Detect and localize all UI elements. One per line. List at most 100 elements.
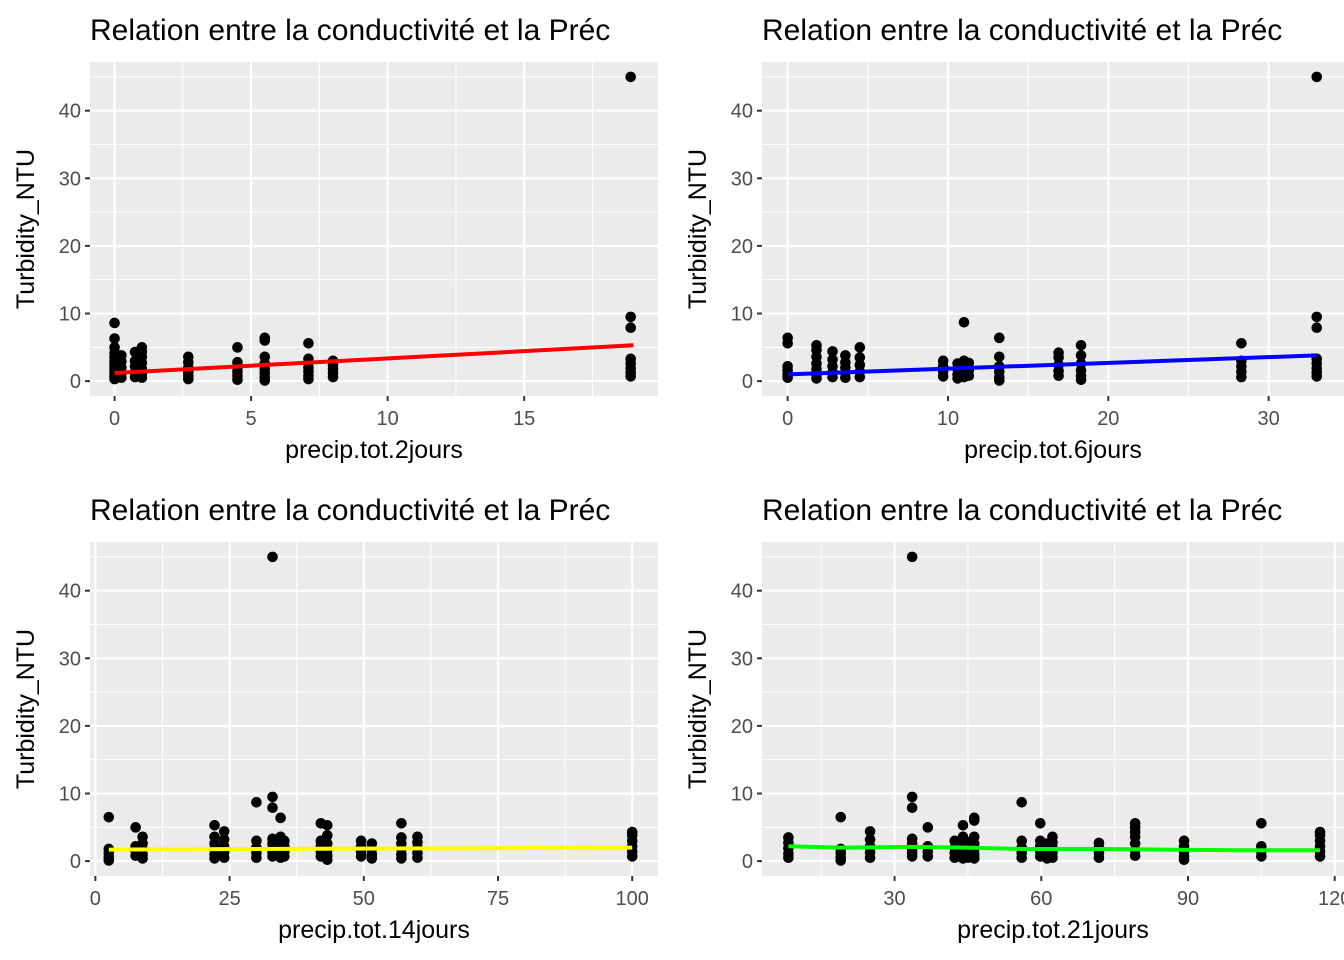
regression-line (787, 353, 1317, 377)
data-point (1256, 851, 1267, 862)
y-axis-title: Turbidity_NTU (12, 629, 40, 789)
x-axis-title: precip.tot.21jours (957, 916, 1149, 944)
regression-line (114, 343, 634, 375)
plot-background (762, 542, 1344, 876)
data-point (1075, 350, 1087, 361)
data-point (1236, 337, 1247, 349)
data-point (937, 371, 949, 382)
x-tick-label: 25 (218, 888, 240, 910)
data-point (958, 317, 970, 328)
data-point (137, 853, 148, 864)
x-axis-title: precip.tot.2jours (285, 436, 463, 464)
chart-panel-4: 0 10 20 30 40 30 60 90 120 Relation entre la cond… (684, 494, 1344, 944)
data-point (922, 851, 934, 862)
data-point (968, 815, 980, 826)
data-point (949, 852, 960, 864)
y-tick-label: 0 (742, 851, 753, 873)
data-point (209, 819, 220, 831)
x-axis-title: precip.tot.6jours (964, 436, 1142, 464)
y-tick-label: 10 (59, 304, 81, 326)
chart-title: Relation entre la conductivité et la Pré… (762, 494, 1282, 527)
data-point (968, 853, 980, 864)
y-axis-title: Turbidity_NTU (12, 149, 40, 309)
data-point (232, 374, 243, 386)
y-tick-label: 10 (59, 784, 81, 806)
data-point (1178, 854, 1190, 866)
y-tick-label: 10 (731, 304, 753, 326)
y-tick-label: 20 (731, 236, 753, 258)
data-point (854, 342, 866, 353)
chart-title: Relation entre la conductivité et la Pré… (762, 14, 1282, 47)
data-point (864, 852, 876, 864)
x-tick-label: 75 (487, 888, 509, 910)
y-tick-label: 40 (59, 101, 81, 123)
data-point (396, 853, 407, 864)
y-tick-label: 20 (731, 716, 753, 738)
y-tick-label: 10 (731, 784, 753, 806)
data-point (993, 351, 1005, 363)
y-tick-label: 0 (70, 851, 81, 873)
data-point (1256, 817, 1267, 829)
data-point (109, 317, 120, 329)
regression-line (788, 844, 1320, 853)
data-point (835, 855, 847, 866)
data-point (963, 357, 975, 369)
y-tick-label: 20 (59, 716, 81, 738)
data-point (840, 372, 851, 384)
chart-title: Relation entre la conductivité et la Pré… (90, 494, 610, 527)
x-tick-label: 30 (1258, 408, 1280, 430)
data-point (303, 373, 314, 385)
data-point (1053, 352, 1064, 363)
chart-title: Relation entre la conductivité et la Pré… (90, 14, 610, 47)
x-tick-label: 10 (937, 408, 959, 430)
data-point (251, 852, 262, 864)
plot-background (90, 542, 658, 876)
data-point (103, 855, 115, 866)
data-point (259, 375, 271, 386)
y-tick-label: 40 (731, 581, 753, 603)
x-tick-label: 0 (782, 408, 793, 430)
data-point (396, 817, 407, 829)
data-point (1129, 850, 1141, 862)
x-tick-label: 50 (353, 888, 375, 910)
data-point (963, 370, 975, 382)
data-point (412, 852, 423, 864)
y-tick-label: 30 (59, 648, 81, 670)
chart-panel-1: 0 10 20 30 40 0 5 10 15 Relation entre la conduct… (12, 14, 658, 464)
data-point (1047, 852, 1058, 864)
data-point (251, 797, 262, 808)
data-point (321, 819, 333, 831)
data-point (259, 335, 271, 346)
y-tick-label: 40 (731, 101, 753, 123)
data-point (782, 337, 793, 349)
data-point (1311, 311, 1323, 323)
data-point (103, 811, 115, 823)
y-tick-label: 0 (742, 371, 753, 393)
data-point (130, 822, 141, 833)
data-point (1075, 374, 1087, 386)
data-point (321, 854, 333, 866)
data-point (906, 551, 918, 563)
data-point (1016, 852, 1027, 864)
y-axis-title: Turbidity_NTU (684, 149, 712, 309)
x-tick-label: 90 (1177, 888, 1199, 910)
data-point (864, 826, 876, 837)
data-point (783, 852, 794, 864)
data-point (625, 71, 636, 83)
y-tick-label: 30 (59, 168, 81, 190)
data-point (1053, 370, 1064, 382)
data-point (267, 851, 278, 862)
x-tick-label: 100 (616, 888, 649, 910)
data-point (625, 311, 636, 323)
x-tick-label: 10 (377, 408, 399, 430)
data-point (232, 342, 243, 353)
data-point (136, 372, 148, 384)
data-point (811, 373, 822, 384)
data-point (183, 373, 194, 385)
data-point (906, 851, 918, 862)
y-tick-label: 30 (731, 168, 753, 190)
x-tick-label: 0 (90, 888, 101, 910)
data-point (1016, 797, 1027, 808)
x-tick-label: 120 (1318, 888, 1344, 910)
